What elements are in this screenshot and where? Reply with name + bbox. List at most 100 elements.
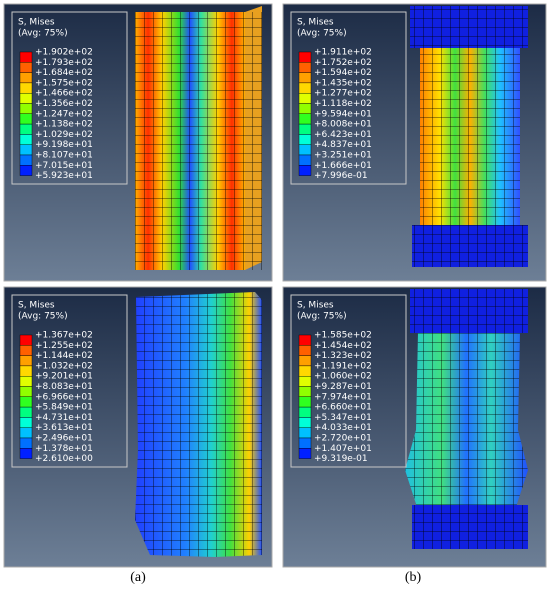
- legend-label: +7.015e+01: [35, 161, 93, 171]
- legend-label: +7.996e-01: [314, 171, 368, 181]
- legend-swatch: [19, 437, 33, 449]
- legend-subtitle: (Avg: 75%): [297, 29, 347, 39]
- legend-label: +6.423e+01: [314, 130, 372, 140]
- legend-swatch: [298, 144, 312, 156]
- legend-swatch: [19, 123, 33, 135]
- legend-label: +1.060e+02: [314, 372, 372, 382]
- legend-box: [11, 11, 128, 185]
- legend-title: S, Mises: [297, 18, 334, 28]
- legend-title: S, Mises: [297, 301, 334, 311]
- legend-label: +9.198e+01: [35, 140, 93, 150]
- legend-label: +5.923e+01: [35, 171, 93, 181]
- legend-subtitle: (Avg: 75%): [18, 29, 68, 39]
- caption: (b): [405, 570, 422, 585]
- legend-label: +8.083e+01: [35, 382, 93, 392]
- legend-swatch: [19, 165, 33, 176]
- legend-label: +8.107e+01: [35, 151, 93, 161]
- legend-label: +8.008e+01: [314, 120, 372, 130]
- panel-a-bottom: [3, 286, 273, 568]
- legend-label: +1.454e+02: [314, 341, 372, 351]
- legend-label: +9.201e+01: [35, 372, 93, 382]
- legend-label: +1.793e+02: [35, 58, 93, 68]
- legend-swatch: [298, 72, 312, 84]
- legend-label: +1.255e+02: [35, 341, 93, 351]
- legend-swatch: [19, 82, 33, 94]
- legend-swatch: [298, 448, 312, 459]
- legend-label: +1.752e+02: [314, 58, 372, 68]
- legend-label: +1.684e+02: [35, 68, 93, 78]
- legend-swatch: [19, 144, 33, 156]
- legend-label: +1.356e+02: [35, 99, 93, 109]
- legend-label: +1.138e+02: [35, 120, 93, 130]
- legend-label: +1.594e+02: [314, 68, 372, 78]
- legend-label: +3.613e+01: [35, 423, 93, 433]
- legend-swatch: [19, 51, 33, 63]
- legend-swatch: [298, 134, 312, 145]
- legend-label: +2.496e+01: [35, 434, 93, 444]
- legend-label: +4.033e+01: [314, 423, 372, 433]
- legend-label: +9.287e+01: [314, 382, 372, 392]
- legend-label: +1.367e+02: [35, 331, 93, 341]
- legend-swatch: [19, 365, 33, 377]
- panel-b-top: [282, 3, 547, 282]
- legend-label: +4.731e+01: [35, 413, 93, 423]
- legend-label: +5.849e+01: [35, 403, 93, 413]
- legend-swatch: [19, 355, 33, 367]
- legend-swatch: [19, 134, 33, 145]
- legend-swatch: [19, 72, 33, 84]
- legend-title: S, Mises: [18, 301, 55, 311]
- legend-label: +1.247e+02: [35, 109, 93, 119]
- legend-label: +1.191e+02: [314, 361, 372, 371]
- legend-swatch: [298, 396, 312, 408]
- legend-label: +1.902e+02: [35, 48, 93, 58]
- legend-label: +1.911e+02: [314, 48, 372, 58]
- legend-label: +1.029e+02: [35, 130, 93, 140]
- legend-swatch: [298, 165, 312, 176]
- legend-swatch: [19, 376, 33, 387]
- legend-swatch: [19, 448, 33, 459]
- legend-swatch: [19, 417, 33, 428]
- legend-swatch: [298, 51, 312, 63]
- legend-label: +1.585e+02: [314, 331, 372, 341]
- legend-swatch: [19, 345, 33, 356]
- legend-label: +9.594e+01: [314, 109, 372, 119]
- legend-label: +1.575e+02: [35, 78, 93, 88]
- legend-swatch: [298, 355, 312, 367]
- legend-label: +9.319e-01: [314, 454, 368, 464]
- legend-label: +1.323e+02: [314, 351, 372, 361]
- legend-swatch: [19, 92, 33, 104]
- legend-label: +1.466e+02: [35, 89, 93, 99]
- legend-label: +1.032e+02: [35, 361, 93, 371]
- legend-swatch: [298, 437, 312, 449]
- legend-label: +7.974e+01: [314, 392, 372, 402]
- legend-swatch: [298, 386, 312, 398]
- legend-label: +5.347e+01: [314, 413, 372, 423]
- legend-subtitle: (Avg: 75%): [297, 312, 347, 322]
- legend-swatch: [19, 427, 33, 439]
- panel-b-bottom: [282, 286, 547, 568]
- legend-swatch: [19, 154, 33, 166]
- legend-label: +3.251e+01: [314, 151, 372, 161]
- legend-title: S, Mises: [18, 18, 55, 28]
- legend-swatch: [19, 62, 33, 73]
- legend-label: +4.837e+01: [314, 140, 372, 150]
- legend-swatch: [19, 406, 33, 418]
- legend-swatch: [298, 365, 312, 377]
- legend-label: +1.407e+01: [314, 444, 372, 454]
- legend-label: +2.610e+00: [35, 454, 93, 464]
- caption: (a): [130, 570, 146, 585]
- legend-swatch: [19, 334, 33, 346]
- legend-label: +6.660e+01: [314, 403, 372, 413]
- legend-label: +6.966e+01: [35, 392, 93, 402]
- panel-a-top: [3, 3, 273, 282]
- legend-label: +1.118e+02: [314, 99, 372, 109]
- legend-swatch: [19, 396, 33, 408]
- legend-swatch: [298, 62, 312, 73]
- legend-swatch: [298, 103, 312, 115]
- legend-swatch: [298, 123, 312, 135]
- legend-label: +1.378e+01: [35, 444, 93, 454]
- legend-label: +1.435e+02: [314, 78, 372, 88]
- legend-swatch: [19, 386, 33, 398]
